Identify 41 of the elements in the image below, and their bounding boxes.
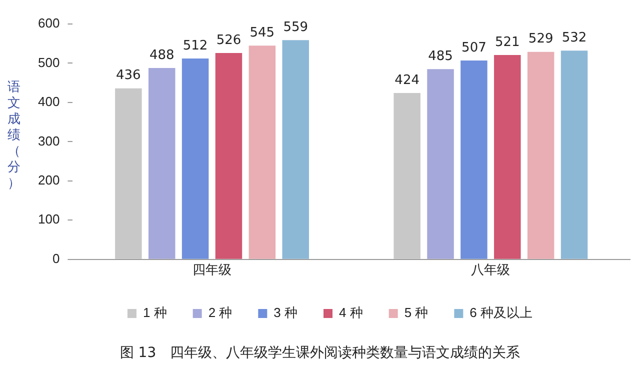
data-label: 521 xyxy=(494,34,520,50)
y-tick-label: 200 xyxy=(38,172,60,188)
data-label: 485 xyxy=(428,48,453,64)
y-tick-label: 300 xyxy=(38,133,60,148)
bar xyxy=(148,68,176,259)
y-tick-label: 600 xyxy=(38,16,60,31)
data-label: 529 xyxy=(528,32,554,47)
data-label: 559 xyxy=(283,20,308,35)
data-label: 545 xyxy=(250,25,275,40)
data-label: 507 xyxy=(462,40,486,56)
bar xyxy=(215,53,242,259)
bar xyxy=(182,58,209,259)
bar xyxy=(282,40,309,259)
bar xyxy=(494,54,521,259)
data-label: 512 xyxy=(182,38,208,54)
legend-label: 3 种 xyxy=(274,305,298,320)
legend-label: 4 种 xyxy=(339,305,363,320)
bar xyxy=(460,60,488,259)
y-tick-label: 500 xyxy=(38,54,60,70)
data-label: 488 xyxy=(149,48,174,63)
legend-label: 1 种 xyxy=(142,305,167,320)
bar xyxy=(527,52,554,259)
bar xyxy=(248,46,276,259)
caption: 图 13 四年级、八年级学生课外阅读种类数量与语文成绩的关系 xyxy=(118,344,522,362)
bar xyxy=(560,50,588,259)
y-axis-title: 语文成绩（分） xyxy=(6,80,22,192)
bar xyxy=(115,88,142,259)
y-tick-label: 400 xyxy=(38,94,60,110)
x-tick-label: 八年级 xyxy=(471,262,510,277)
bar xyxy=(394,93,420,259)
data-label: 532 xyxy=(562,30,587,46)
legend-label: 2 种 xyxy=(208,305,232,320)
y-tick-label: 0 xyxy=(52,250,60,266)
data-label: 424 xyxy=(394,72,420,88)
data-label: 526 xyxy=(216,32,242,48)
x-tick-label: 四年级 xyxy=(192,262,232,277)
legend-label: 6 种及以上 xyxy=(470,305,533,320)
data-label: 436 xyxy=(116,68,141,84)
legend-label: 5 种 xyxy=(404,305,428,320)
y-tick-label: 100 xyxy=(38,212,60,227)
bar xyxy=(427,69,454,259)
